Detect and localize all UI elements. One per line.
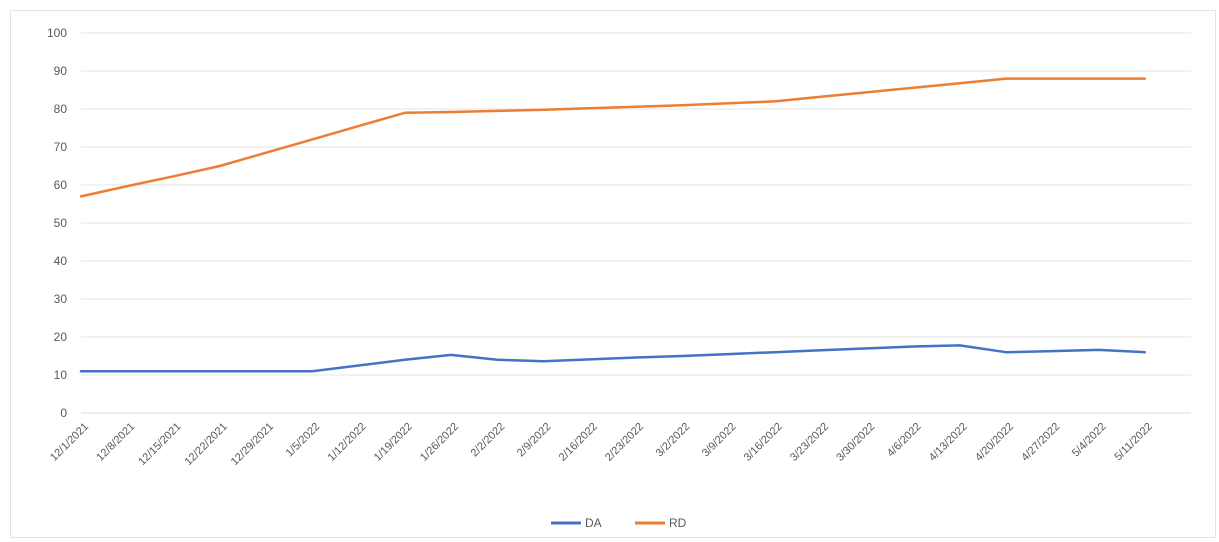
- legend-label-rd: RD: [669, 516, 687, 530]
- x-tick-label: 4/6/2022: [885, 421, 924, 460]
- gridlines: [81, 32, 1191, 414]
- x-tick-label: 4/13/2022: [927, 421, 970, 464]
- y-tick-label: 40: [54, 254, 68, 268]
- x-tick-label: 1/26/2022: [418, 421, 461, 464]
- x-tick-label: 12/15/2021: [136, 421, 183, 468]
- y-tick-label: 60: [54, 178, 68, 192]
- x-tick-label: 3/9/2022: [700, 421, 739, 460]
- y-tick-label: 70: [54, 140, 68, 154]
- y-axis-ticks: 0 10 20 30 40 50 60 70 80 90 100: [47, 26, 67, 420]
- y-tick-label: 90: [54, 64, 68, 78]
- x-tick-label: 3/2/2022: [654, 421, 693, 460]
- x-tick-label: 3/16/2022: [742, 421, 785, 464]
- x-axis-ticks: 12/1/2021 12/8/202112/15/202112/22/202112…: [48, 421, 1155, 468]
- y-tick-label: 80: [54, 102, 68, 116]
- x-tick-label: 3/30/2022: [834, 421, 877, 464]
- line-chart: 0 10 20 30 40 50 60 70 80 90 100 12/1/2021 12/8/202…: [47, 26, 1191, 530]
- series-line-rd: [79, 77, 1147, 198]
- x-tick-label: 4/20/2022: [973, 421, 1016, 464]
- x-tick-label: 12/1/2021: [48, 421, 91, 464]
- x-tick-label: 3/23/2022: [788, 421, 831, 464]
- x-tick-label: 12/22/2021: [182, 421, 229, 468]
- legend-label-da: DA: [585, 516, 602, 530]
- x-tick-label: 12/29/2021: [229, 421, 276, 468]
- y-tick-label: 50: [54, 216, 68, 230]
- series-line-da: [79, 344, 1147, 373]
- x-tick-label: 4/27/2022: [1019, 421, 1062, 464]
- x-tick-label: 2/9/2022: [515, 421, 554, 460]
- x-tick-label: 12/8/2021: [94, 421, 137, 464]
- chart-area: 0 10 20 30 40 50 60 70 80 90 100 12/1/2021 12/8/202…: [10, 10, 1216, 538]
- x-tick-label: 1/12/2022: [326, 421, 369, 464]
- y-tick-label: 30: [54, 292, 68, 306]
- x-tick-label: 5/4/2022: [1070, 421, 1109, 460]
- y-tick-label: 0: [60, 406, 67, 420]
- x-tick-label: 5/11/2022: [1112, 421, 1155, 464]
- legend: DA RD: [551, 516, 687, 530]
- series-lines: [79, 77, 1147, 373]
- x-tick-label: 2/2/2022: [469, 421, 508, 460]
- x-tick-label: 2/16/2022: [557, 421, 600, 464]
- y-tick-label: 20: [54, 330, 68, 344]
- y-tick-label: 10: [54, 368, 68, 382]
- x-tick-label: 1/19/2022: [372, 421, 415, 464]
- y-tick-label: 100: [47, 26, 67, 40]
- x-tick-label: 2/23/2022: [603, 421, 646, 464]
- x-tick-label: 1/5/2022: [284, 421, 323, 460]
